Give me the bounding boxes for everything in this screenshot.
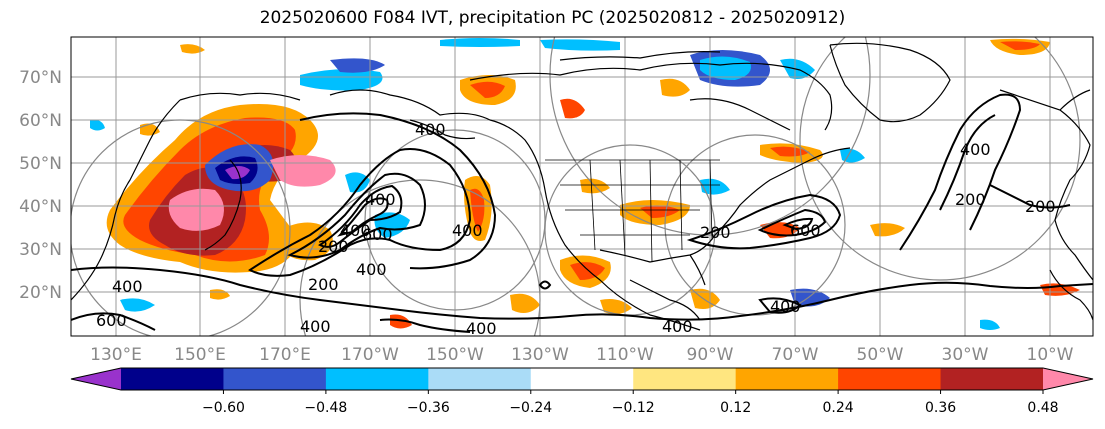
colorbar-segment — [223, 368, 327, 390]
svg-text:400: 400 — [960, 140, 991, 159]
map-gridlines — [71, 37, 1093, 336]
lat-label: 30°N — [19, 240, 62, 260]
latitude-labels: 70°N 60°N 50°N 40°N 30°N 20°N — [19, 68, 62, 303]
colorbar-segment — [325, 368, 429, 390]
svg-text:200: 200 — [1025, 197, 1056, 216]
svg-text:200: 200 — [955, 190, 986, 209]
map-frame — [70, 36, 1094, 337]
svg-text:400: 400 — [415, 120, 446, 139]
lat-label: 40°N — [19, 197, 62, 217]
coastlines — [71, 42, 1093, 331]
lon-label: 130°W — [511, 345, 569, 365]
lat-label: 20°N — [19, 283, 62, 303]
colorbar-segment — [838, 368, 942, 390]
map-content: 400 200 400 600 400 400 200 400 600 400 … — [71, 37, 1093, 338]
colorbar: −0.60 −0.48 −0.36 −0.24 −0.12 0.12 0.24 0.36 0.4… — [70, 367, 1094, 416]
svg-text:400: 400 — [112, 277, 143, 296]
lon-label: 150°E — [174, 345, 226, 365]
colorbar-segment — [940, 368, 1044, 390]
svg-text:400: 400 — [662, 317, 693, 336]
svg-text:400: 400 — [340, 221, 371, 240]
svg-text:400: 400 — [300, 317, 331, 336]
map-title: 2025020600 F084 IVT, precipitation PC (2… — [259, 8, 846, 28]
svg-text:400: 400 — [356, 260, 387, 279]
svg-text:200: 200 — [308, 275, 339, 294]
colorbar-tick-label: −0.12 — [612, 400, 655, 416]
svg-text:400: 400 — [452, 221, 483, 240]
state-borders — [545, 159, 720, 263]
svg-text:400: 400 — [365, 190, 396, 209]
lon-label: 110°W — [596, 345, 654, 365]
lon-label: 170°E — [259, 345, 311, 365]
contour-labels: 400 200 400 600 400 400 200 400 600 400 … — [96, 120, 1056, 338]
colorbar-segment — [530, 368, 634, 390]
svg-text:200: 200 — [700, 223, 731, 242]
colorbar-tick-label: 0.48 — [1027, 400, 1058, 416]
svg-text:400: 400 — [466, 319, 497, 338]
lat-label: 70°N — [19, 68, 62, 88]
colorbar-extend-max — [1043, 368, 1093, 390]
colorbar-outline — [70, 367, 1094, 391]
colorbar-segment — [121, 368, 224, 390]
colorbar-tick-label: −0.24 — [509, 400, 552, 416]
svg-text:200: 200 — [318, 237, 349, 256]
colorbar-extend-min — [71, 368, 121, 390]
colorbar-tick-label: −0.36 — [407, 400, 450, 416]
lat-label: 50°N — [19, 154, 62, 174]
colorbar-segment — [428, 368, 532, 390]
lat-label: 60°N — [19, 111, 62, 131]
colorbar-tick-label: −0.48 — [304, 400, 347, 416]
colorbar-segment — [735, 368, 839, 390]
lon-label: 50°W — [857, 345, 904, 365]
lon-label: 170°W — [341, 345, 399, 365]
lon-label: 130°E — [90, 345, 142, 365]
svg-text:600: 600 — [790, 221, 821, 240]
colorbar-tick-label: 0.36 — [925, 400, 956, 416]
svg-text:600: 600 — [362, 225, 393, 244]
lon-label: 30°W — [942, 345, 989, 365]
svg-text:400: 400 — [770, 297, 801, 316]
svg-text:600: 600 — [96, 311, 127, 330]
lon-label: 90°W — [687, 345, 734, 365]
ivt-contours — [71, 93, 1093, 333]
lon-label: 10°W — [1027, 345, 1074, 365]
colorbar-tick-label: −0.60 — [202, 400, 245, 416]
colorbar-tick-label: 0.12 — [720, 400, 751, 416]
lon-label: 70°W — [772, 345, 819, 365]
colorbar-tick-label: 0.24 — [823, 400, 854, 416]
lon-label: 150°W — [426, 345, 484, 365]
longitude-labels: 130°E 150°E 170°E 170°W 150°W 130°W 110°… — [90, 345, 1074, 365]
colorbar-segment — [633, 368, 737, 390]
